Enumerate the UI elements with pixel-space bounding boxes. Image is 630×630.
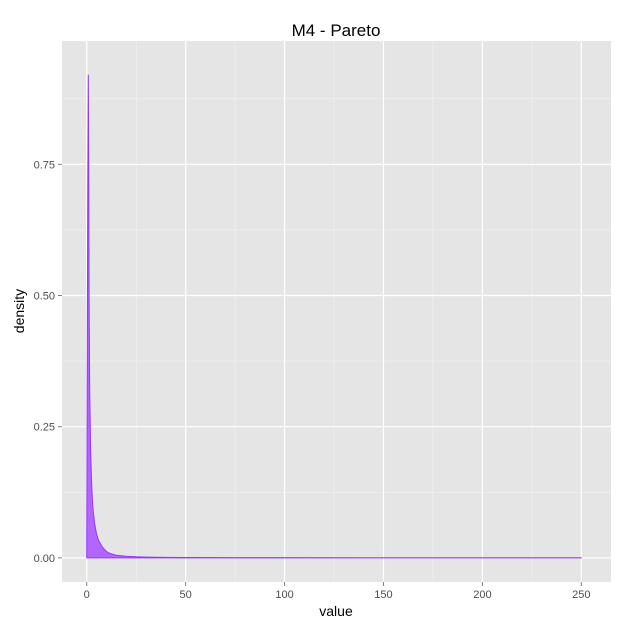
density-area	[86, 74, 582, 559]
tick-layer: 0 50 100 150 200 250 0.00 0.25 0.50 0.75	[34, 159, 591, 601]
x-tick-label: 250	[572, 589, 590, 601]
x-tick-label: 50	[180, 589, 192, 601]
x-tick-label: 0	[84, 589, 90, 601]
x-tick-label: 200	[473, 589, 491, 601]
y-tick-label: 0.50	[34, 290, 55, 302]
x-axis-title: value	[319, 603, 353, 619]
data-layer	[86, 74, 582, 559]
y-axis-title: density	[11, 289, 27, 333]
grid-layer	[62, 41, 611, 582]
x-tick-label: 150	[374, 589, 392, 601]
y-tick-label: 0.25	[34, 422, 55, 434]
x-tick-label: 100	[275, 589, 293, 601]
y-tick-label: 0.75	[34, 159, 55, 171]
chart-title: M4 - Pareto	[292, 21, 381, 40]
y-tick-label: 0.00	[34, 553, 55, 565]
plot-panel	[62, 41, 611, 582]
